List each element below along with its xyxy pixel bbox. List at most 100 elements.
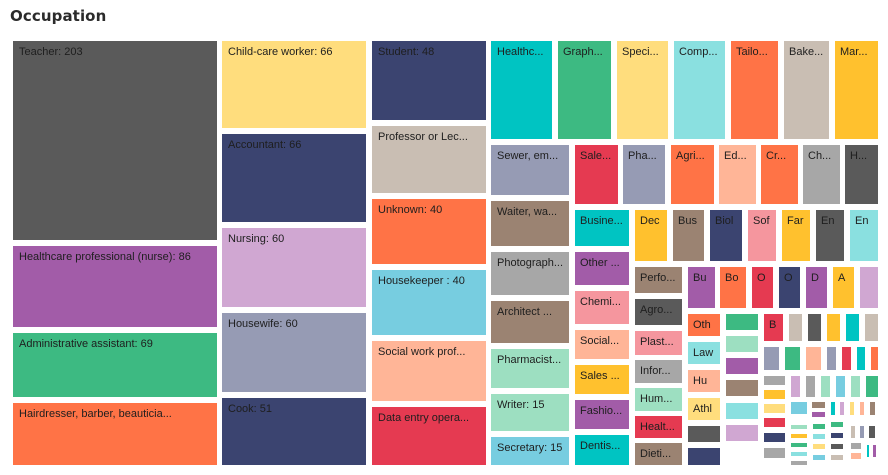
treemap-cell[interactable]: Waiter, wa... (491, 201, 569, 246)
treemap-cell-small[interactable] (851, 453, 861, 459)
treemap-cell[interactable]: Teacher: 203 (13, 41, 217, 240)
treemap-cell[interactable]: D (806, 267, 827, 308)
treemap-cell-small[interactable] (813, 434, 825, 439)
treemap-cell[interactable] (726, 314, 758, 330)
treemap-cell[interactable]: En (816, 210, 844, 261)
treemap-cell[interactable]: Housekeeper : 40 (372, 270, 486, 335)
treemap-cell[interactable]: Plast... (635, 331, 682, 355)
treemap-cell-small[interactable] (851, 376, 860, 397)
treemap-cell[interactable]: Other ... (575, 252, 629, 285)
treemap-cell[interactable]: Pha... (623, 145, 665, 204)
treemap-cell[interactable] (726, 380, 758, 396)
treemap-cell[interactable] (846, 314, 859, 341)
treemap-cell-small[interactable] (850, 402, 854, 415)
treemap-cell[interactable] (806, 347, 821, 370)
treemap-cell-small[interactable] (831, 433, 843, 438)
treemap-cell[interactable]: Hairdresser, barber, beauticia... (13, 403, 217, 465)
treemap-cell-small[interactable] (831, 422, 843, 427)
treemap-cell[interactable]: Busine... (575, 210, 629, 246)
treemap-cell[interactable] (726, 425, 758, 441)
treemap-cell[interactable]: Sof (748, 210, 776, 261)
treemap-cell[interactable]: Agri... (671, 145, 714, 204)
treemap-cell[interactable]: Student: 48 (372, 41, 486, 120)
treemap-cell-small[interactable] (813, 444, 825, 449)
treemap-cell-small[interactable] (870, 402, 875, 415)
treemap-cell[interactable] (688, 426, 720, 442)
treemap-cell-small[interactable] (812, 402, 825, 408)
treemap-cell-small[interactable] (866, 376, 878, 397)
treemap-cell-small[interactable] (791, 443, 807, 447)
treemap-cell[interactable]: Sales ... (575, 365, 629, 394)
treemap-cell-small[interactable] (791, 402, 807, 414)
treemap-cell[interactable]: Perfo... (635, 267, 682, 293)
treemap-cell[interactable]: Child-care worker: 66 (222, 41, 366, 128)
treemap-cell-small[interactable] (813, 455, 825, 460)
treemap-cell-small[interactable] (869, 426, 875, 438)
treemap-cell[interactable]: Ch... (803, 145, 840, 204)
treemap-cell-small[interactable] (860, 426, 864, 438)
treemap-cell[interactable] (726, 358, 758, 374)
treemap-cell-small[interactable] (764, 404, 785, 413)
treemap-cell[interactable]: Speci... (617, 41, 668, 139)
treemap-cell[interactable]: Fashio... (575, 400, 629, 429)
treemap-cell[interactable]: Administrative assistant: 69 (13, 333, 217, 397)
treemap-cell-small[interactable] (840, 402, 844, 415)
treemap-cell[interactable] (785, 347, 800, 370)
treemap-cell-small[interactable] (791, 452, 807, 456)
treemap-cell[interactable]: Infor... (635, 360, 682, 383)
treemap-cell-small[interactable] (831, 444, 843, 449)
treemap-cell[interactable]: O (752, 267, 773, 308)
treemap-cell[interactable]: Sewer, em... (491, 145, 569, 195)
treemap-cell-small[interactable] (821, 376, 830, 397)
treemap-cell[interactable]: O (779, 267, 800, 308)
treemap-cell[interactable]: Writer: 15 (491, 394, 569, 431)
treemap-cell[interactable]: Oth (688, 314, 720, 336)
treemap-cell-small[interactable] (764, 418, 785, 427)
treemap-cell[interactable]: Biol (710, 210, 742, 261)
treemap-cell[interactable] (789, 314, 802, 341)
treemap-cell[interactable]: Tailo... (731, 41, 778, 139)
treemap-cell-small[interactable] (806, 376, 815, 397)
treemap-cell[interactable]: Photograph... (491, 252, 569, 295)
treemap-cell[interactable]: Hum... (635, 388, 682, 411)
treemap-cell[interactable] (688, 448, 720, 465)
treemap-cell-small[interactable] (791, 425, 807, 429)
treemap-cell[interactable]: Bo (720, 267, 746, 308)
treemap-cell-small[interactable] (764, 433, 785, 442)
treemap-cell[interactable]: Healt... (635, 416, 682, 438)
treemap-cell[interactable] (827, 347, 836, 370)
treemap-cell-small[interactable] (851, 426, 855, 438)
treemap-cell[interactable]: Dentis... (575, 435, 629, 465)
treemap-cell[interactable]: Bake... (784, 41, 829, 139)
treemap-cell[interactable]: B (764, 314, 783, 341)
treemap-cell[interactable]: Professor or Lec... (372, 126, 486, 193)
treemap-cell[interactable]: H... (845, 145, 878, 204)
treemap-cell[interactable]: Unknown: 40 (372, 199, 486, 264)
treemap-cell[interactable]: Healthc... (491, 41, 552, 139)
treemap-cell[interactable]: Healthcare professional (nurse): 86 (13, 246, 217, 327)
treemap-cell[interactable]: Cr... (761, 145, 798, 204)
treemap-cell-small[interactable] (791, 434, 807, 438)
treemap-cell[interactable] (857, 347, 865, 370)
treemap-cell-small[interactable] (851, 443, 861, 449)
treemap-cell[interactable]: Architect ... (491, 301, 569, 343)
treemap-cell[interactable]: Athl (688, 398, 720, 420)
treemap-cell[interactable]: Hu (688, 370, 720, 392)
treemap-cell-small[interactable] (764, 448, 785, 458)
treemap-cell[interactable]: Bus (673, 210, 704, 261)
treemap-cell[interactable] (842, 347, 851, 370)
treemap-cell[interactable] (827, 314, 840, 341)
treemap-cell[interactable]: Law (688, 342, 720, 364)
treemap-cell[interactable] (860, 267, 878, 308)
treemap-cell-small[interactable] (791, 461, 807, 465)
treemap-cell[interactable]: Agro... (635, 299, 682, 325)
treemap-cell[interactable]: Dieti... (635, 443, 682, 465)
treemap-cell[interactable] (726, 336, 758, 352)
treemap-cell-small[interactable] (831, 402, 835, 415)
treemap-cell[interactable] (871, 347, 878, 370)
treemap-cell[interactable] (726, 403, 758, 419)
treemap-cell[interactable] (865, 314, 878, 341)
treemap-cell-small[interactable] (764, 390, 785, 399)
treemap-cell[interactable]: A (833, 267, 854, 308)
treemap-cell[interactable]: Nursing: 60 (222, 228, 366, 307)
